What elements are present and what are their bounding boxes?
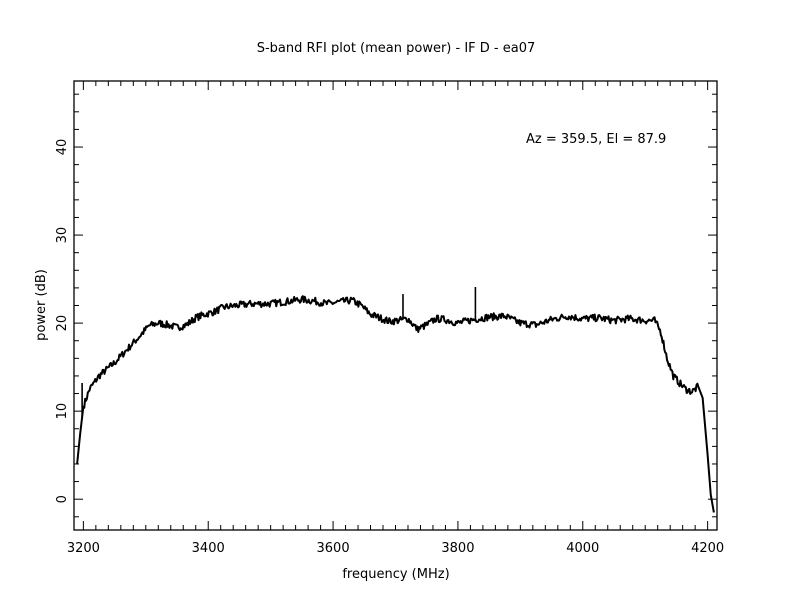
axis-ticks	[74, 81, 717, 530]
pointing-annotation: Az = 359.5, El = 87.9	[526, 132, 666, 147]
chart-title: S-band RFI plot (mean power) - IF D - ea…	[257, 41, 536, 56]
y-tick-label: 0	[55, 495, 70, 503]
x-tick-label: 4200	[691, 541, 724, 556]
y-tick-labels: 0 10 20 30 40	[55, 139, 70, 504]
rfi-spikes	[81, 287, 477, 418]
y-tick-label: 40	[55, 139, 70, 156]
x-tick-label: 3600	[317, 541, 350, 556]
power-series-line	[76, 295, 715, 513]
x-tick-label: 3800	[441, 541, 474, 556]
y-axis-label: power (dB)	[34, 269, 49, 341]
x-tick-label: 3200	[67, 541, 100, 556]
x-tick-label: 4000	[566, 541, 599, 556]
y-tick-label: 30	[55, 227, 70, 244]
x-tick-label: 3400	[192, 541, 225, 556]
y-tick-label: 10	[55, 403, 70, 420]
y-tick-label: 20	[55, 315, 70, 332]
x-tick-labels: 3200 3400 3600 3800 4000 4200	[67, 541, 724, 556]
plot-frame	[73, 80, 718, 531]
x-axis-label: frequency (MHz)	[342, 567, 449, 582]
